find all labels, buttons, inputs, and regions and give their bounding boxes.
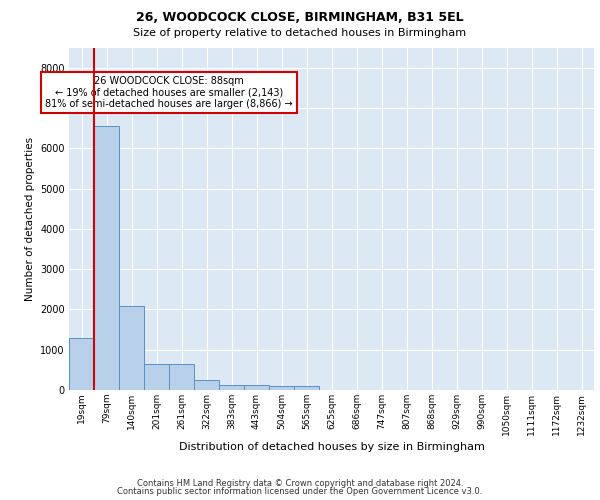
- Text: Size of property relative to detached houses in Birmingham: Size of property relative to detached ho…: [133, 28, 467, 38]
- Text: 26, WOODCOCK CLOSE, BIRMINGHAM, B31 5EL: 26, WOODCOCK CLOSE, BIRMINGHAM, B31 5EL: [136, 11, 464, 24]
- Bar: [169, 364, 194, 390]
- Bar: [119, 306, 144, 390]
- Bar: [194, 380, 219, 390]
- Bar: [244, 385, 269, 390]
- X-axis label: Distribution of detached houses by size in Birmingham: Distribution of detached houses by size …: [179, 442, 484, 452]
- Text: Contains HM Land Registry data © Crown copyright and database right 2024.: Contains HM Land Registry data © Crown c…: [137, 478, 463, 488]
- Bar: [94, 126, 119, 390]
- Bar: [219, 385, 244, 390]
- Bar: [144, 364, 169, 390]
- Bar: [269, 386, 294, 390]
- Text: 26 WOODCOCK CLOSE: 88sqm
← 19% of detached houses are smaller (2,143)
81% of sem: 26 WOODCOCK CLOSE: 88sqm ← 19% of detach…: [45, 76, 293, 109]
- Bar: [69, 338, 94, 390]
- Text: Contains public sector information licensed under the Open Government Licence v3: Contains public sector information licen…: [118, 487, 482, 496]
- Y-axis label: Number of detached properties: Number of detached properties: [25, 136, 35, 301]
- Bar: [294, 386, 319, 390]
